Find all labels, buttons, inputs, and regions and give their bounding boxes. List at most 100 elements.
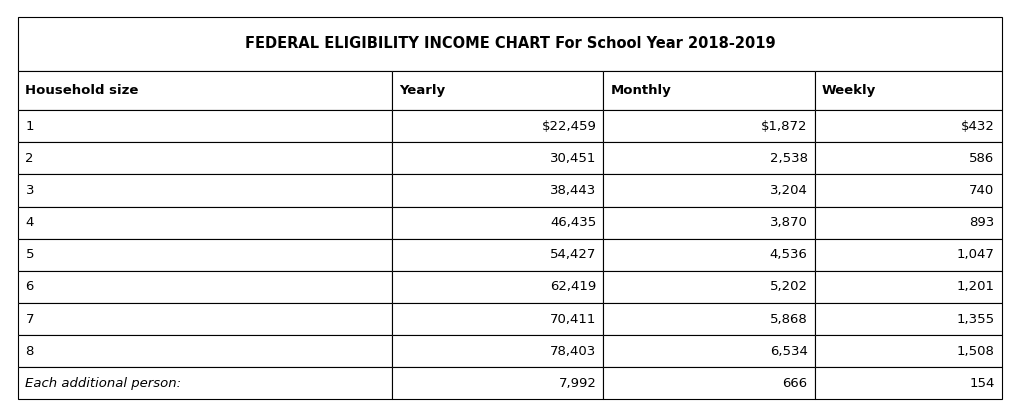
Bar — [18, 367, 391, 399]
Bar — [391, 271, 603, 303]
Bar — [814, 367, 1001, 399]
Bar — [814, 303, 1001, 335]
Bar — [603, 271, 814, 303]
Text: 78,403: 78,403 — [549, 345, 596, 358]
Bar — [603, 303, 814, 335]
Bar — [603, 239, 814, 271]
Bar — [603, 174, 814, 207]
Text: $432: $432 — [960, 120, 994, 133]
Text: $22,459: $22,459 — [541, 120, 596, 133]
Bar — [18, 239, 391, 271]
Bar — [603, 110, 814, 142]
Bar — [814, 71, 1001, 110]
Text: 5,202: 5,202 — [769, 280, 807, 293]
Text: Each additional person:: Each additional person: — [25, 377, 181, 390]
Text: Household size: Household size — [25, 84, 139, 97]
Bar — [18, 17, 1001, 71]
Text: 154: 154 — [968, 377, 994, 390]
Bar — [814, 71, 1001, 110]
Bar — [18, 239, 391, 271]
Bar — [391, 174, 603, 207]
Text: 70,411: 70,411 — [549, 312, 596, 326]
Bar — [814, 239, 1001, 271]
Text: 2,538: 2,538 — [769, 152, 807, 165]
Bar — [603, 335, 814, 367]
Text: 7: 7 — [25, 312, 34, 326]
Bar — [603, 303, 814, 335]
Text: 7,992: 7,992 — [557, 377, 596, 390]
Bar — [391, 71, 603, 110]
Text: 4: 4 — [25, 216, 34, 229]
Bar — [603, 335, 814, 367]
Text: 3,204: 3,204 — [769, 184, 807, 197]
Text: 5,868: 5,868 — [769, 312, 807, 326]
Text: 1,508: 1,508 — [956, 345, 994, 358]
Bar — [603, 207, 814, 239]
Text: 666: 666 — [782, 377, 807, 390]
Bar — [814, 207, 1001, 239]
Bar — [814, 142, 1001, 174]
Text: 6,534: 6,534 — [769, 345, 807, 358]
Text: 1,047: 1,047 — [956, 248, 994, 261]
Bar — [18, 207, 391, 239]
Bar — [18, 174, 391, 207]
Bar — [391, 271, 603, 303]
Bar — [391, 174, 603, 207]
Text: 5: 5 — [25, 248, 34, 261]
Bar — [18, 303, 391, 335]
Bar — [603, 367, 814, 399]
Bar — [814, 335, 1001, 367]
Bar — [391, 335, 603, 367]
Bar — [603, 71, 814, 110]
Bar — [814, 110, 1001, 142]
Text: 3,870: 3,870 — [769, 216, 807, 229]
Bar — [391, 239, 603, 271]
Text: 1,201: 1,201 — [956, 280, 994, 293]
Bar — [391, 367, 603, 399]
Bar — [814, 174, 1001, 207]
Text: 6: 6 — [25, 280, 34, 293]
Bar — [18, 142, 391, 174]
Bar — [603, 142, 814, 174]
Text: Monthly: Monthly — [610, 84, 671, 97]
Bar — [814, 142, 1001, 174]
Bar — [391, 303, 603, 335]
Bar — [814, 271, 1001, 303]
Bar — [18, 71, 391, 110]
Bar — [603, 71, 814, 110]
Text: 46,435: 46,435 — [549, 216, 596, 229]
Text: 8: 8 — [25, 345, 34, 358]
Text: 3: 3 — [25, 184, 34, 197]
Text: $1,872: $1,872 — [760, 120, 807, 133]
Bar — [18, 303, 391, 335]
Bar — [18, 174, 391, 207]
Bar — [814, 271, 1001, 303]
Bar — [391, 207, 603, 239]
Text: 38,443: 38,443 — [549, 184, 596, 197]
Bar — [603, 142, 814, 174]
Bar — [18, 335, 391, 367]
Bar — [814, 174, 1001, 207]
Bar — [391, 110, 603, 142]
Bar — [603, 174, 814, 207]
Bar — [814, 367, 1001, 399]
Bar — [18, 71, 391, 110]
Bar — [391, 71, 603, 110]
Bar — [391, 207, 603, 239]
Bar — [18, 271, 391, 303]
Bar — [391, 239, 603, 271]
Bar — [603, 367, 814, 399]
Text: 1,355: 1,355 — [956, 312, 994, 326]
Bar — [18, 367, 391, 399]
Bar — [814, 239, 1001, 271]
Text: 586: 586 — [968, 152, 994, 165]
Text: 4,536: 4,536 — [769, 248, 807, 261]
Text: 740: 740 — [968, 184, 994, 197]
Bar — [18, 142, 391, 174]
Bar — [391, 335, 603, 367]
Bar — [391, 367, 603, 399]
Text: 893: 893 — [968, 216, 994, 229]
Bar — [814, 207, 1001, 239]
Bar — [18, 207, 391, 239]
Bar — [814, 303, 1001, 335]
